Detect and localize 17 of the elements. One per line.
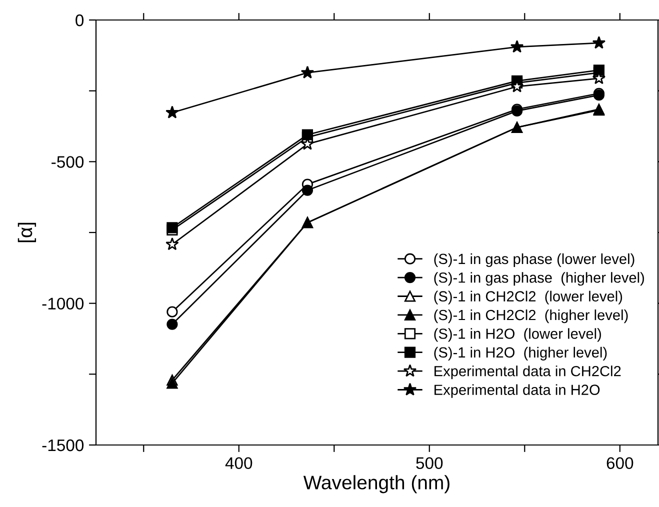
x-tick-label: 600 xyxy=(606,457,634,470)
y-axis-title: [α] xyxy=(18,222,36,242)
y-tick-label: 0 xyxy=(76,14,84,26)
legend-label: (S)-1 in CH2Cl2 (higher level) xyxy=(434,309,628,324)
legend-label: Experimental data in CH2Cl2 xyxy=(434,366,621,380)
legend-label: (S)-1 in gas phase (lower level) xyxy=(434,253,634,267)
legend-label: Experimental data in H2O xyxy=(434,384,600,398)
x-tick-label: 500 xyxy=(416,457,443,470)
legend-label: (S)-1 in H2O (lower level) xyxy=(434,328,601,342)
legend-label: (S)-1 in CH2Cl2 (lower level) xyxy=(434,290,622,304)
legend-label: (S)-1 in gas phase (higher level) xyxy=(434,272,644,286)
x-tick-label: 400 xyxy=(225,457,252,470)
x-axis-title: Wavelength (nm) xyxy=(303,475,450,494)
legend-label: (S)-1 in H2O (higher level) xyxy=(434,346,607,360)
y-tick-label: -1500 xyxy=(42,439,84,452)
y-tick-label: -1000 xyxy=(42,298,84,310)
y-tick-label: -500 xyxy=(52,156,84,168)
